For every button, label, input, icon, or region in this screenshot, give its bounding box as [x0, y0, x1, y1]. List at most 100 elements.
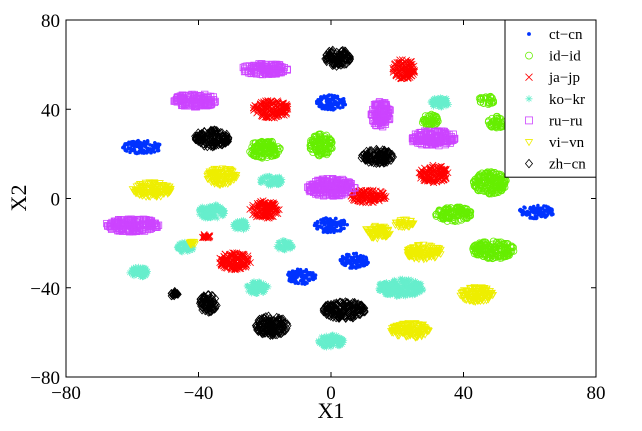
data-point	[364, 262, 369, 267]
data-point	[280, 99, 288, 107]
data-point	[132, 263, 139, 271]
data-point	[203, 211, 210, 219]
data-point	[440, 167, 448, 175]
data-point	[292, 275, 296, 279]
data-point	[152, 150, 157, 154]
data-point	[339, 341, 346, 348]
data-point	[124, 149, 129, 153]
data-point	[252, 105, 260, 113]
data-point	[315, 130, 324, 138]
data-point	[419, 168, 427, 176]
data-point	[340, 219, 344, 223]
data-point	[408, 290, 415, 297]
data-point	[354, 251, 359, 256]
data-point	[446, 207, 454, 215]
data-point	[532, 216, 536, 221]
data-point	[439, 215, 447, 223]
data-point	[534, 216, 539, 220]
data-point	[485, 189, 493, 197]
data-point	[328, 102, 333, 107]
data-point	[496, 241, 505, 250]
data-point	[152, 146, 157, 151]
data-point	[286, 272, 290, 277]
data-point	[251, 144, 259, 152]
data-point	[156, 146, 160, 150]
cluster	[314, 93, 348, 112]
data-point	[323, 336, 330, 344]
data-point	[485, 241, 493, 250]
data-point	[143, 140, 147, 145]
data-point	[454, 210, 462, 218]
data-point	[487, 187, 495, 195]
data-point	[334, 224, 339, 229]
cluster	[312, 216, 349, 235]
cluster	[246, 137, 284, 162]
data-point	[430, 112, 438, 120]
data-point	[497, 176, 505, 184]
data-point	[326, 136, 334, 144]
data-point	[339, 99, 343, 104]
data-point	[264, 97, 272, 105]
data-point	[426, 177, 434, 185]
data-point	[499, 252, 507, 260]
cluster	[121, 138, 162, 156]
data-point	[397, 61, 405, 69]
data-point	[265, 199, 273, 207]
cluster	[517, 203, 555, 221]
data-point	[287, 277, 292, 281]
data-point	[433, 169, 441, 177]
data-point	[414, 290, 421, 297]
data-point	[466, 208, 474, 216]
data-point	[197, 204, 205, 211]
data-point	[143, 145, 148, 149]
data-point	[385, 291, 393, 299]
data-point	[323, 216, 328, 221]
data-point	[420, 175, 428, 183]
data-point	[508, 242, 516, 250]
data-point	[249, 211, 257, 219]
data-point	[334, 100, 338, 104]
data-point	[318, 104, 322, 109]
data-point	[488, 99, 496, 107]
data-point	[540, 206, 545, 210]
data-point	[541, 213, 545, 218]
data-point	[315, 226, 319, 231]
data-point	[219, 206, 226, 214]
cluster	[338, 251, 370, 270]
data-point	[492, 249, 500, 257]
data-point	[149, 151, 153, 155]
data-point	[246, 148, 254, 156]
data-point	[523, 206, 527, 210]
data-point	[336, 222, 341, 226]
data-point	[268, 110, 276, 118]
data-point	[242, 219, 250, 226]
data-point	[400, 292, 407, 299]
data-point	[527, 212, 532, 217]
data-point	[470, 178, 478, 187]
data-point	[427, 166, 435, 174]
data-point	[442, 174, 450, 182]
data-point	[352, 255, 356, 259]
data-point	[423, 115, 432, 123]
data-point	[322, 223, 327, 227]
cluster	[103, 215, 163, 236]
data-point	[472, 248, 480, 257]
data-point	[291, 271, 295, 276]
data-point	[265, 214, 273, 222]
data-point	[393, 68, 401, 76]
data-point	[545, 209, 550, 214]
data-point	[267, 152, 275, 160]
data-point	[368, 192, 376, 200]
data-point	[486, 93, 494, 101]
data-point	[361, 254, 366, 259]
data-point	[251, 139, 259, 147]
data-point	[279, 244, 286, 252]
data-point	[462, 211, 470, 219]
data-point	[332, 229, 336, 233]
data-point	[351, 251, 356, 256]
data-point	[261, 140, 270, 148]
data-point	[313, 221, 317, 226]
data-point	[444, 169, 452, 177]
data-point	[328, 217, 332, 222]
data-point	[145, 150, 150, 154]
